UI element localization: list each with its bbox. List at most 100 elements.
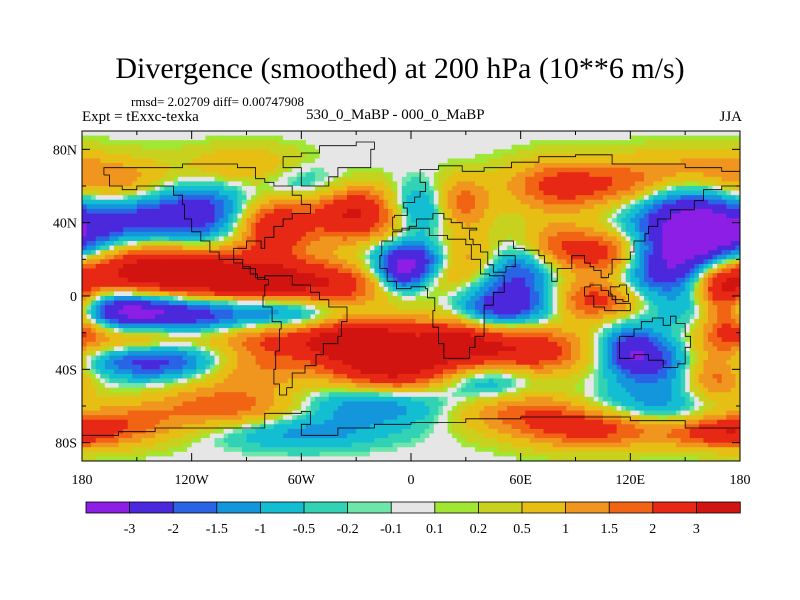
field-cell bbox=[538, 268, 545, 274]
field-cell bbox=[602, 231, 609, 238]
field-cell bbox=[337, 268, 344, 274]
field-cell bbox=[625, 204, 631, 210]
field-cell bbox=[644, 218, 650, 224]
field-cell bbox=[424, 259, 430, 265]
field-cell bbox=[680, 204, 686, 210]
field-cell bbox=[456, 222, 462, 228]
field-cell bbox=[493, 259, 499, 265]
field-cell bbox=[324, 190, 330, 196]
field-cell bbox=[95, 245, 101, 251]
field-cell bbox=[666, 227, 673, 233]
field-cell bbox=[538, 208, 545, 215]
field-cell bbox=[429, 199, 435, 205]
field-cell bbox=[369, 204, 376, 210]
field-cell bbox=[488, 172, 494, 178]
field-cell bbox=[182, 213, 188, 219]
field-cell bbox=[191, 236, 197, 242]
field-cell bbox=[575, 245, 581, 251]
field-cell bbox=[113, 250, 120, 256]
field-cell bbox=[575, 222, 581, 228]
field-cell bbox=[228, 282, 234, 288]
field-cell bbox=[109, 263, 115, 270]
field-cell bbox=[534, 158, 540, 164]
field-cell bbox=[347, 227, 353, 233]
field-cell bbox=[653, 176, 659, 183]
field-cell bbox=[593, 131, 599, 137]
field-cell bbox=[721, 186, 727, 192]
field-cell bbox=[634, 277, 641, 283]
field-cell bbox=[566, 245, 572, 251]
field-cell bbox=[607, 259, 613, 265]
field-cell bbox=[593, 190, 599, 196]
field-cell bbox=[305, 144, 312, 150]
field-cell bbox=[685, 163, 691, 169]
field-cell bbox=[150, 245, 156, 251]
field-cell bbox=[689, 176, 695, 183]
field-cell bbox=[589, 222, 595, 228]
field-cell bbox=[228, 245, 234, 251]
field-cell bbox=[379, 231, 385, 238]
field-cell bbox=[315, 282, 321, 288]
field-cell bbox=[506, 181, 513, 187]
field-cell bbox=[310, 163, 316, 169]
field-cell bbox=[214, 222, 220, 228]
field-cell bbox=[712, 208, 718, 215]
field-cell bbox=[474, 153, 481, 160]
field-cell bbox=[219, 135, 225, 141]
field-cell bbox=[379, 227, 385, 233]
field-cell bbox=[177, 222, 184, 228]
field-cell bbox=[502, 250, 508, 256]
field-cell bbox=[730, 158, 737, 164]
field-cell bbox=[287, 181, 293, 187]
field-cell bbox=[397, 222, 403, 228]
field-cell bbox=[273, 236, 280, 242]
field-cell bbox=[662, 140, 668, 146]
field-cell bbox=[662, 245, 668, 251]
field-cell bbox=[634, 158, 641, 164]
field-cell bbox=[584, 167, 590, 173]
field-cell bbox=[155, 181, 161, 187]
field-cell bbox=[296, 273, 302, 279]
field-cell bbox=[516, 218, 522, 224]
field-cell bbox=[328, 149, 334, 155]
field-cell bbox=[511, 199, 517, 205]
field-cell bbox=[283, 195, 289, 201]
field-cell bbox=[497, 286, 503, 293]
field-cell bbox=[200, 213, 206, 219]
field-cell bbox=[342, 218, 348, 224]
field-cell bbox=[488, 254, 494, 260]
field-cell bbox=[155, 144, 161, 150]
field-cell bbox=[639, 213, 645, 219]
field-cell bbox=[337, 213, 344, 219]
field-cell bbox=[82, 163, 88, 169]
field-cell bbox=[630, 273, 636, 279]
field-cell bbox=[639, 163, 645, 169]
field-cell bbox=[164, 213, 170, 219]
field-cell bbox=[694, 181, 700, 187]
field-cell bbox=[374, 167, 380, 173]
field-cell bbox=[264, 144, 270, 150]
field-cell bbox=[703, 241, 709, 247]
field-cell bbox=[589, 199, 595, 205]
field-cell bbox=[118, 167, 124, 173]
field-cell bbox=[228, 176, 234, 183]
field-cell bbox=[438, 241, 444, 247]
field-cell bbox=[474, 176, 481, 183]
field-cell bbox=[648, 259, 654, 265]
field-cell bbox=[264, 140, 270, 146]
field-cell bbox=[223, 259, 229, 265]
field-cell bbox=[538, 218, 545, 224]
field-cell bbox=[438, 131, 444, 137]
field-cell bbox=[374, 149, 380, 155]
field-cell bbox=[379, 218, 385, 224]
field-cell bbox=[113, 231, 120, 238]
field-cell bbox=[95, 227, 101, 233]
field-cell bbox=[132, 149, 138, 155]
field-cell bbox=[497, 277, 503, 283]
field-cell bbox=[118, 186, 124, 192]
field-cell bbox=[607, 131, 613, 137]
field-cell bbox=[228, 167, 234, 173]
field-cell bbox=[506, 208, 513, 215]
field-cell bbox=[337, 250, 344, 256]
field-cell bbox=[347, 199, 353, 205]
